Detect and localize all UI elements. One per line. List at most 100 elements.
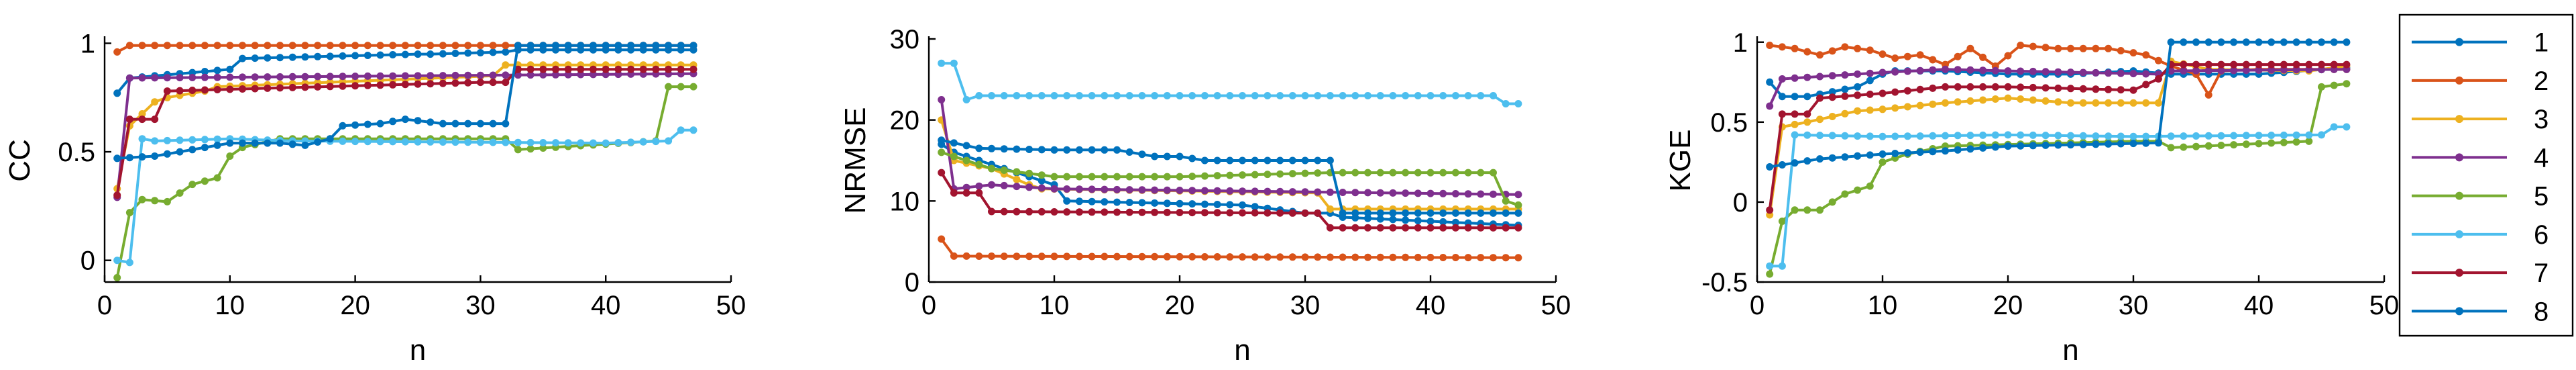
series-point xyxy=(314,52,322,60)
series-point xyxy=(1929,66,1937,74)
series-point xyxy=(1038,207,1046,216)
series-point xyxy=(502,42,510,50)
x-tick-label: 10 xyxy=(215,291,245,320)
series-point xyxy=(665,65,673,73)
series-point xyxy=(552,65,559,73)
series-point xyxy=(1226,171,1234,179)
series-point xyxy=(988,165,995,173)
series-point xyxy=(1477,92,1485,99)
series-point xyxy=(1891,88,1899,96)
series-point xyxy=(1125,186,1133,194)
series-point xyxy=(1200,187,1209,195)
series-point xyxy=(2280,131,2288,139)
series-point xyxy=(1791,159,1799,167)
series-point xyxy=(151,98,159,106)
series-point xyxy=(2167,38,2175,46)
series-point xyxy=(427,42,435,50)
series-point xyxy=(2255,132,2263,140)
series-point xyxy=(288,42,296,50)
series-point xyxy=(2129,49,2137,57)
series-point xyxy=(125,115,133,124)
series-point xyxy=(376,72,384,80)
series-point xyxy=(1138,150,1146,158)
series-point xyxy=(938,136,946,144)
series-point xyxy=(1816,94,1824,102)
series-point xyxy=(1778,262,1786,270)
series-point xyxy=(351,42,359,50)
y-tick-label: 1 xyxy=(1733,28,1748,58)
series-point xyxy=(1163,92,1171,99)
series-point xyxy=(962,96,970,103)
series-point xyxy=(1163,199,1171,207)
series-point xyxy=(1163,186,1171,194)
series-point xyxy=(2230,141,2238,149)
series-point xyxy=(514,146,522,154)
series-point xyxy=(2255,60,2263,68)
x-tick-label: 50 xyxy=(1541,291,1571,320)
series-point xyxy=(2117,140,2125,148)
series-point xyxy=(376,120,384,128)
series-point xyxy=(1063,173,1071,181)
series-point xyxy=(1025,183,1033,191)
series-point xyxy=(1942,132,1949,140)
series-point xyxy=(288,73,296,81)
series-point xyxy=(962,183,970,191)
series-point xyxy=(590,42,597,50)
series-point xyxy=(389,118,397,126)
series-point xyxy=(1966,66,1974,74)
series-point xyxy=(1000,207,1008,216)
series-point xyxy=(1414,189,1422,197)
series-point xyxy=(1301,169,1309,177)
series-point xyxy=(514,42,522,50)
series-point xyxy=(1954,146,1962,154)
series-point xyxy=(326,52,334,60)
series-point xyxy=(1339,209,1347,217)
series-point xyxy=(1138,199,1146,207)
series-point xyxy=(2204,60,2213,68)
series-point xyxy=(2242,140,2250,148)
series-point xyxy=(1376,169,1384,177)
series-point xyxy=(176,136,184,144)
series-point xyxy=(590,65,597,73)
series-point xyxy=(1841,92,1849,100)
series-point xyxy=(1376,189,1384,197)
series-4 xyxy=(1766,65,2351,110)
series-point xyxy=(1803,118,1811,126)
series-point xyxy=(1866,132,1874,140)
series-point xyxy=(125,259,133,267)
series-point xyxy=(1966,83,1974,91)
series-point xyxy=(1854,132,1862,140)
series-point xyxy=(2280,60,2288,68)
y-axis-label: KGE xyxy=(1664,130,1697,192)
series-point xyxy=(1766,262,1774,270)
series-point xyxy=(1151,152,1159,160)
series-point xyxy=(577,71,585,79)
series-point xyxy=(1791,131,1799,139)
series-point xyxy=(988,92,995,99)
series-point xyxy=(201,68,209,75)
series-point xyxy=(1414,169,1422,177)
series-point xyxy=(363,42,372,50)
series-point xyxy=(1339,253,1347,261)
legend-box xyxy=(2398,13,2574,337)
series-point xyxy=(2117,132,2125,140)
series-point xyxy=(414,117,422,125)
series-point xyxy=(239,54,246,62)
series-point xyxy=(590,71,597,79)
series-point xyxy=(1075,208,1083,216)
series-point xyxy=(1200,200,1209,208)
series-7 xyxy=(1766,60,2351,214)
series-point xyxy=(2267,60,2276,68)
series-point xyxy=(1979,144,1987,152)
series-point xyxy=(1828,88,1836,96)
series-point xyxy=(276,84,284,92)
series-point xyxy=(539,65,547,73)
series-point xyxy=(1251,209,1259,217)
series-point xyxy=(489,48,497,56)
series-point xyxy=(1364,214,1371,222)
series-point xyxy=(975,92,983,99)
series-point xyxy=(2180,143,2188,151)
series-point xyxy=(213,73,221,81)
series-point xyxy=(2142,99,2150,107)
